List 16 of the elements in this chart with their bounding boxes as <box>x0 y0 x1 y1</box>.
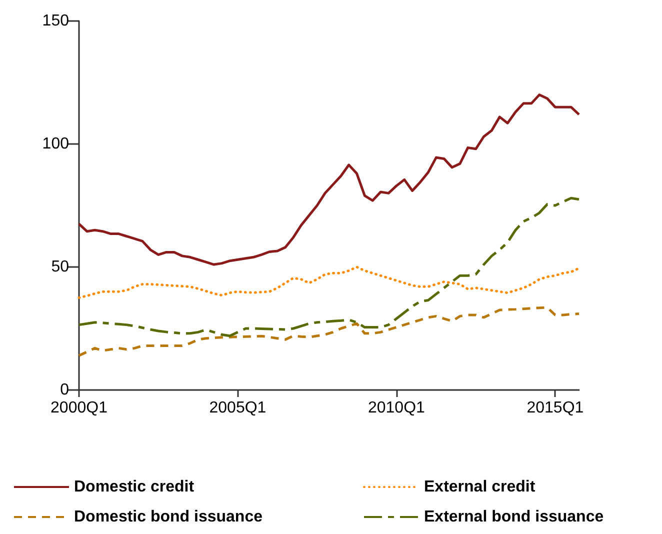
x-tick-label: 2010Q1 <box>368 400 426 416</box>
x-tick-label: 2015Q1 <box>526 400 584 416</box>
y-tick-label: 100 <box>42 136 70 152</box>
line-series <box>78 196 580 338</box>
y-tick-label: 0 <box>60 382 70 398</box>
legend-label: External credit <box>424 478 536 496</box>
legend-label: Domestic credit <box>74 478 195 496</box>
x-tick-label: 2005Q1 <box>209 400 266 416</box>
y-tick-label: 150 <box>42 12 70 30</box>
legend-label: Domestic bond issuance <box>74 508 263 526</box>
line-series <box>78 266 580 299</box>
y-tick-label: 50 <box>51 258 70 276</box>
line-series <box>78 94 580 266</box>
legend-label: External bond issuance <box>424 508 604 526</box>
line-series <box>78 306 580 357</box>
x-tick-label: 2000Q1 <box>50 400 108 416</box>
